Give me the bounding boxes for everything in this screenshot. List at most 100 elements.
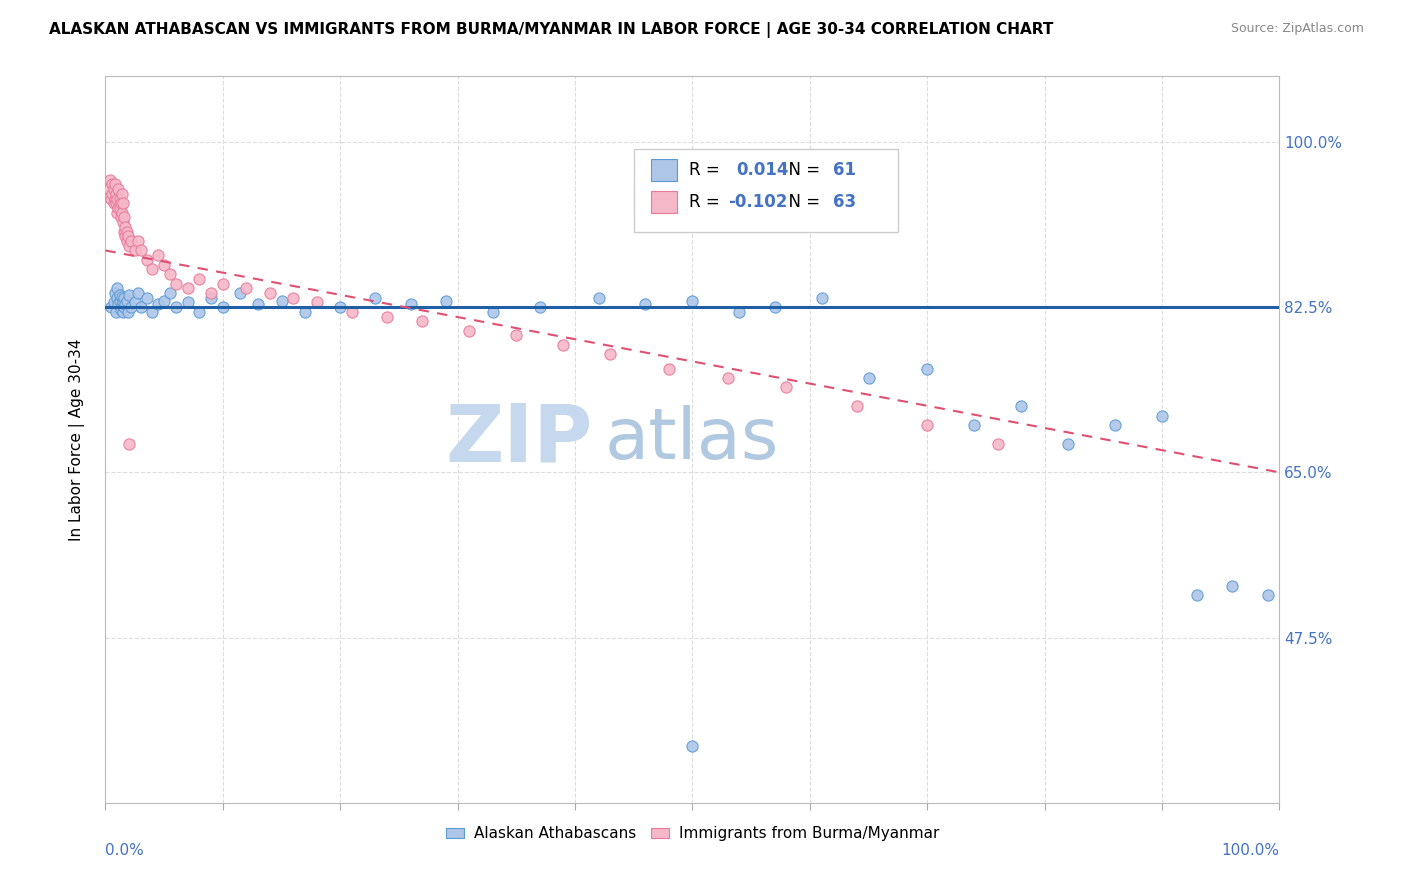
- Point: [247, 297, 270, 311]
- Point: [153, 258, 176, 272]
- Point: [553, 338, 575, 352]
- Point: [963, 418, 986, 433]
- Text: R =: R =: [689, 161, 725, 179]
- Point: [107, 182, 129, 196]
- Point: [1222, 579, 1244, 593]
- Point: [108, 201, 131, 215]
- Point: [159, 267, 181, 281]
- Point: [112, 225, 135, 239]
- Point: [682, 293, 704, 308]
- Text: 100.0%: 100.0%: [1222, 843, 1279, 858]
- Point: [165, 277, 187, 291]
- Point: [105, 305, 128, 319]
- Point: [728, 305, 751, 319]
- Point: [987, 437, 1010, 451]
- Point: [211, 277, 233, 291]
- Point: [135, 252, 157, 267]
- Point: [148, 248, 170, 262]
- Point: [127, 285, 149, 300]
- Point: [188, 272, 211, 286]
- Point: [259, 285, 281, 300]
- Point: [111, 205, 134, 219]
- Point: [200, 285, 222, 300]
- Point: [858, 371, 880, 385]
- Point: [845, 399, 868, 413]
- Point: [283, 291, 305, 305]
- Point: [411, 314, 433, 328]
- Point: [127, 234, 149, 248]
- Text: 63: 63: [834, 194, 856, 211]
- Text: N =: N =: [778, 161, 825, 179]
- Point: [775, 380, 797, 394]
- Point: [294, 305, 316, 319]
- Point: [658, 361, 681, 376]
- Point: [305, 295, 328, 310]
- Point: [588, 291, 610, 305]
- Point: [114, 219, 136, 234]
- Point: [270, 293, 292, 308]
- Point: [165, 300, 187, 314]
- Point: [101, 186, 124, 201]
- Point: [1257, 588, 1279, 602]
- Bar: [651, 192, 678, 213]
- Point: [110, 196, 132, 211]
- Point: [114, 297, 136, 311]
- Point: [103, 182, 125, 196]
- Point: [104, 192, 127, 206]
- Point: [505, 328, 527, 343]
- Point: [235, 281, 257, 295]
- Point: [682, 739, 704, 753]
- Text: ZIP: ZIP: [446, 401, 593, 478]
- Point: [634, 297, 657, 311]
- Point: [1187, 588, 1209, 602]
- Point: [110, 211, 132, 225]
- Point: [98, 172, 121, 186]
- Point: [188, 305, 211, 319]
- Point: [115, 293, 138, 308]
- Point: [1150, 409, 1173, 423]
- Legend: Alaskan Athabascans, Immigrants from Burma/Myanmar: Alaskan Athabascans, Immigrants from Bur…: [440, 821, 945, 847]
- Point: [105, 196, 128, 211]
- Point: [135, 291, 157, 305]
- Point: [917, 361, 939, 376]
- Point: [329, 300, 352, 314]
- Point: [114, 229, 136, 244]
- Point: [229, 285, 252, 300]
- Point: [399, 297, 422, 311]
- Point: [118, 239, 141, 253]
- Point: [117, 229, 139, 244]
- Point: [111, 186, 134, 201]
- Point: [434, 293, 457, 308]
- Point: [200, 291, 222, 305]
- Point: [112, 295, 135, 310]
- Point: [763, 300, 786, 314]
- Text: 61: 61: [834, 161, 856, 179]
- Point: [100, 192, 122, 206]
- Point: [112, 215, 135, 229]
- Point: [108, 192, 131, 206]
- Point: [105, 192, 128, 206]
- Text: -0.102: -0.102: [728, 194, 787, 211]
- Point: [141, 305, 163, 319]
- Point: [917, 418, 939, 433]
- Point: [105, 291, 128, 305]
- Point: [124, 244, 146, 258]
- Point: [108, 288, 131, 302]
- Point: [153, 293, 176, 308]
- FancyBboxPatch shape: [634, 148, 898, 232]
- Point: [98, 182, 121, 196]
- Point: [101, 178, 124, 192]
- Point: [107, 297, 129, 311]
- Point: [118, 437, 141, 451]
- Point: [118, 288, 141, 302]
- Point: [211, 300, 233, 314]
- Point: [364, 291, 387, 305]
- Point: [108, 293, 131, 308]
- Point: [176, 281, 198, 295]
- Point: [340, 305, 363, 319]
- Point: [141, 262, 163, 277]
- Point: [148, 297, 170, 311]
- Point: [107, 201, 129, 215]
- Text: N =: N =: [778, 194, 825, 211]
- Point: [115, 234, 138, 248]
